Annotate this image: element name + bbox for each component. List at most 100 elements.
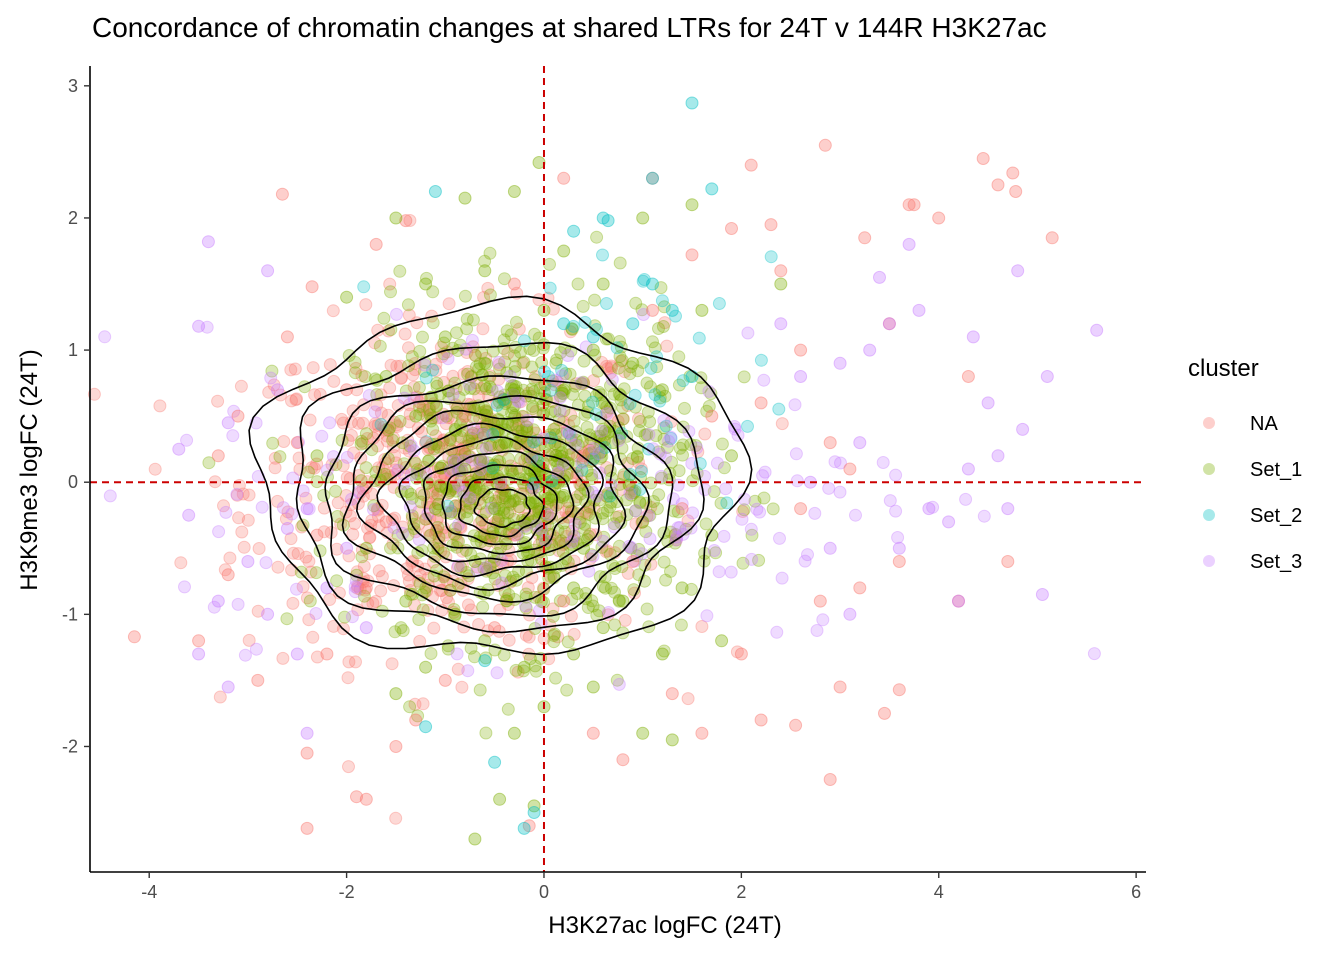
cloud-point: [523, 652, 537, 666]
cloud-point: [652, 322, 665, 335]
cloud-point: [372, 564, 386, 578]
cloud-point: [664, 431, 678, 445]
cloud-point: [332, 586, 346, 600]
cloud-point: [566, 387, 580, 401]
cloud-point: [571, 277, 585, 291]
cloud-point: [636, 356, 650, 369]
cloud-point: [775, 417, 789, 431]
cloud-point: [633, 415, 647, 428]
cloud-point: [575, 463, 589, 477]
point-na: [976, 152, 990, 165]
cloud-point: [574, 376, 588, 390]
cloud-point: [542, 491, 555, 505]
cloud-point: [315, 429, 329, 443]
cloud-point: [632, 412, 645, 426]
cloud-point: [506, 388, 520, 402]
cloud-point: [385, 657, 399, 671]
point-set-1: [695, 303, 709, 317]
cloud-point: [623, 469, 636, 483]
cloud-point: [549, 421, 563, 435]
point-set-3: [300, 726, 314, 740]
cloud-point: [495, 576, 509, 590]
cloud-point: [427, 621, 441, 635]
point-na: [192, 634, 206, 648]
cloud-point: [644, 361, 658, 375]
point-set-3: [981, 396, 995, 410]
cloud-point: [501, 702, 515, 716]
point-na: [522, 819, 536, 833]
cloud-point: [483, 246, 497, 260]
cloud-point: [454, 521, 468, 535]
cloud-point: [452, 518, 465, 532]
cloud-point: [604, 359, 618, 373]
cloud-point: [526, 450, 540, 464]
cloud-point: [388, 625, 402, 639]
cloud-point: [632, 455, 645, 469]
cloud-point: [631, 364, 645, 378]
cloud-point: [601, 426, 615, 440]
cloud-point: [684, 582, 698, 596]
cloud-point: [543, 281, 557, 295]
cloud-point: [600, 359, 613, 373]
cloud-point: [463, 497, 477, 510]
cloud-point: [495, 438, 508, 452]
cloud-point: [302, 554, 316, 568]
cloud-point: [430, 376, 444, 390]
cloud-point: [883, 494, 897, 508]
cloud-point: [657, 432, 671, 446]
point-set-1: [468, 555, 482, 568]
cloud-point: [498, 569, 512, 583]
point-set-3: [942, 515, 956, 529]
point-set-1: [507, 185, 521, 198]
cloud-point: [672, 464, 686, 478]
cloud-point: [418, 358, 432, 372]
cloud-point: [422, 403, 436, 416]
cloud-point: [509, 419, 523, 432]
cloud-point: [388, 449, 402, 463]
cloud-point: [710, 456, 724, 470]
cloud-point: [402, 341, 415, 355]
cloud-point: [351, 581, 364, 595]
cloud-point: [499, 394, 513, 408]
cloud-point: [612, 387, 626, 401]
cloud-point: [580, 420, 594, 434]
point-set-3: [794, 370, 808, 383]
cloud-point: [479, 651, 493, 665]
cloud-point: [660, 339, 674, 353]
cloud-point: [368, 405, 382, 419]
cloud-point: [608, 618, 622, 632]
cloud-point: [180, 433, 194, 447]
cloud-point: [369, 595, 383, 608]
cloud-point: [600, 504, 614, 518]
point-na: [389, 740, 403, 753]
point-na: [892, 555, 906, 568]
point-na: [211, 449, 225, 463]
cloud-point: [492, 490, 506, 504]
cloud-point: [633, 495, 647, 509]
cloud-point: [564, 433, 578, 447]
cloud-point: [251, 604, 265, 618]
cloud-point: [232, 511, 246, 525]
point-na: [754, 396, 768, 410]
cloud-point: [655, 294, 669, 308]
cloud-point: [558, 536, 572, 550]
cloud-point: [434, 480, 447, 493]
cloud-point: [610, 510, 624, 524]
cloud-point: [520, 434, 534, 448]
cloud-point: [581, 601, 595, 614]
cloud-point: [305, 461, 319, 475]
point-set-1: [636, 726, 650, 740]
cloud-point: [476, 322, 490, 336]
cloud-point: [496, 491, 510, 504]
point-na: [305, 280, 319, 294]
cloud-point: [698, 427, 712, 441]
cloud-point: [502, 633, 516, 647]
cloud-point: [449, 499, 463, 513]
density-contours: [248, 295, 753, 656]
cloud-point: [426, 285, 440, 299]
density-contour: [398, 436, 590, 563]
cloud-point: [730, 645, 744, 659]
cloud-point: [358, 370, 372, 384]
point-set-1: [577, 541, 590, 555]
point-set-2: [601, 214, 615, 228]
